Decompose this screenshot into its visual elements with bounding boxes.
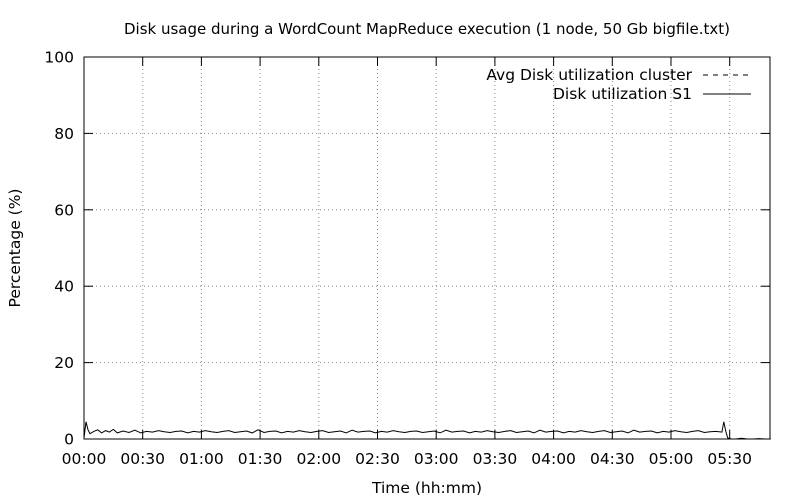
x-tick-label: 03:00 bbox=[414, 450, 459, 468]
chart-title: Disk usage during a WordCount MapReduce … bbox=[124, 20, 730, 38]
plot-frame bbox=[83, 56, 771, 440]
y-tick-label: 40 bbox=[54, 278, 74, 296]
x-tick-label: 01:00 bbox=[179, 450, 224, 468]
x-tick-label: 03:30 bbox=[473, 450, 518, 468]
y-tick-label: 20 bbox=[54, 354, 74, 372]
x-tick-label: 04:00 bbox=[531, 450, 576, 468]
series-group bbox=[83, 421, 771, 440]
legend-label: Disk utilization S1 bbox=[553, 85, 692, 103]
legend-label: Avg Disk utilization cluster bbox=[486, 66, 692, 84]
x-tick-label: 00:30 bbox=[120, 450, 165, 468]
axis-ticks: 0 20 40 60 80 100 00:00 00:30 01:00 01:30 02:00 02:… bbox=[44, 49, 770, 468]
y-tick-label: 0 bbox=[64, 431, 74, 449]
series-line-s1 bbox=[83, 421, 771, 440]
x-tick-label: 01:30 bbox=[238, 450, 283, 468]
y-tick-label: 60 bbox=[54, 201, 74, 219]
y-axis-label: Percentage (%) bbox=[6, 189, 24, 308]
x-tick-label: 05:00 bbox=[649, 450, 694, 468]
x-axis-label: Time (hh:mm) bbox=[371, 479, 482, 497]
x-tick-label: 05:30 bbox=[707, 450, 752, 468]
grid bbox=[84, 57, 770, 439]
x-tick-label: 04:30 bbox=[590, 450, 635, 468]
y-tick-label: 80 bbox=[54, 125, 74, 143]
x-tick-label: 00:00 bbox=[62, 450, 107, 468]
y-tick-label: 100 bbox=[44, 49, 74, 67]
x-tick-label: 02:30 bbox=[355, 450, 400, 468]
x-tick-label: 02:00 bbox=[296, 450, 341, 468]
